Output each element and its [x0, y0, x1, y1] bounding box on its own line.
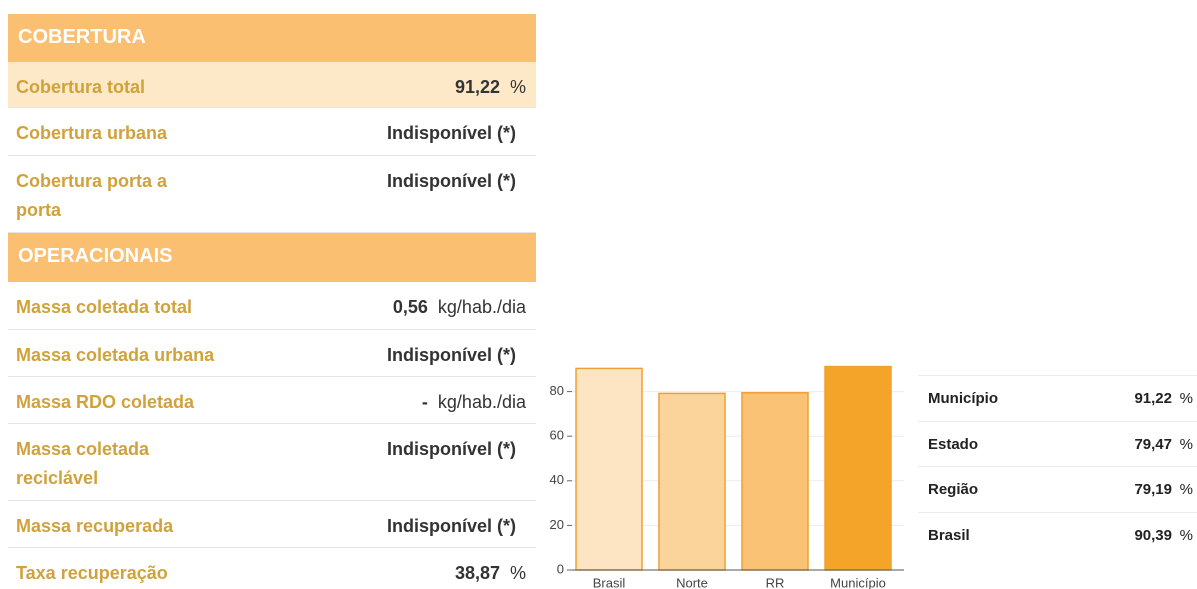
row-value: Indisponível (*): [387, 512, 526, 541]
comparison-label: Município: [928, 390, 998, 407]
y-tick-label: 20: [550, 517, 564, 532]
row-label: Massa RDO coletada: [16, 392, 195, 412]
comparison-unit: %: [1179, 435, 1193, 453]
value-unit: kg/hab./dia: [437, 297, 526, 317]
x-tick-label: Norte: [676, 575, 708, 589]
value-text: Indisponível (*): [386, 345, 516, 365]
indicator-table: COBERTURA Cobertura total 91,22% Cobertura …: [8, 14, 536, 589]
value-text: Indisponível (*): [386, 171, 516, 191]
row: Cobertura total 91,22%: [8, 62, 536, 108]
row-value: Indisponível (*): [387, 167, 526, 196]
x-tick-label: RR: [766, 575, 785, 589]
row-label: Massa coletada urbana: [16, 345, 215, 365]
row-value: Indisponível (*): [387, 341, 526, 370]
row: Massa RDO coletada - kg/hab./dia: [8, 377, 536, 424]
value-number: 0,56: [392, 297, 428, 317]
y-tick-label: 40: [550, 472, 564, 487]
comparison-row: Região 79,19%: [918, 466, 1197, 512]
comparison-row: Brasil 90,39%: [918, 511, 1197, 558]
row-value: 0,56 kg/hab./dia: [393, 293, 526, 322]
row-label: Massa coletada reciclável: [16, 439, 150, 488]
row: Massa coletada urbana Indisponível (*): [8, 330, 536, 377]
row-value: Indisponível (*): [387, 119, 526, 148]
comparison-label: Brasil: [928, 526, 970, 544]
row: Massa recuperada Indisponível (*): [8, 501, 536, 548]
row-label: Taxa recuperação: [16, 563, 168, 583]
section-header: COBERTURA: [8, 14, 536, 62]
y-tick-label: 60: [550, 428, 564, 443]
comparison-label: Região: [928, 481, 979, 498]
x-tick-label: Município: [830, 575, 886, 589]
comparison-value: 79,47: [1134, 435, 1172, 453]
comparison-value: 90,39: [1134, 526, 1172, 544]
comparison-unit: %: [1179, 481, 1193, 498]
value-number: 38,87: [454, 563, 500, 583]
row-value: - kg/hab./dia: [422, 388, 526, 417]
row: Massa coletada total 0,56 kg/hab./dia: [8, 282, 536, 330]
row: Taxa recuperação 38,87%: [8, 548, 536, 589]
row: Massa coletada reciclável Indisponível (*…: [8, 424, 536, 501]
comparison-unit: %: [1179, 390, 1193, 407]
row-label: Massa recuperada: [16, 516, 174, 536]
value-text: Indisponível (*): [386, 516, 516, 536]
value-unit: kg/hab./dia: [437, 392, 526, 412]
bar: [575, 367, 643, 571]
value-text: Indisponível (*): [386, 439, 516, 459]
row-value: Indisponível (*): [387, 435, 526, 464]
value-unit: %: [509, 77, 526, 97]
y-tick-label: 80: [550, 383, 564, 398]
comparison-row: Município 91,22%: [918, 375, 1197, 421]
value-text: Indisponível (*): [386, 123, 516, 143]
comparison-label: Estado: [928, 435, 979, 453]
row-value: 38,87%: [455, 559, 526, 588]
row: Cobertura porta a porta Indisponível (*): [8, 156, 536, 233]
y-tick-label: 0: [557, 561, 564, 576]
value-number: -: [421, 392, 428, 412]
comparison-row: Estado 79,47%: [918, 420, 1197, 467]
row-label: Cobertura urbana: [16, 123, 168, 143]
bar-chart: 0 20 40 60 80 Brasil Norte RR Município: [550, 365, 904, 589]
row-label: Cobertura porta a porta: [16, 171, 168, 220]
row-value: 91,22%: [455, 73, 526, 102]
comparison-value: 91,22: [1134, 390, 1172, 407]
comparison-table: Município 91,22% Estado 79,47% Região 79,19% B…: [918, 375, 1197, 575]
row-label: Cobertura total: [16, 77, 146, 97]
row: Cobertura urbana Indisponível (*): [8, 108, 536, 156]
bar: [741, 392, 809, 571]
row-label: Massa coletada total: [16, 297, 193, 317]
value-unit: %: [509, 563, 526, 583]
section-header: OPERACIONAIS: [8, 233, 536, 282]
comparison-value: 79,19: [1134, 481, 1172, 498]
bar: [658, 392, 726, 571]
value-number: 91,22: [454, 77, 500, 97]
bar: [824, 365, 892, 571]
x-tick-label: Brasil: [593, 575, 626, 589]
comparison-unit: %: [1179, 526, 1193, 544]
